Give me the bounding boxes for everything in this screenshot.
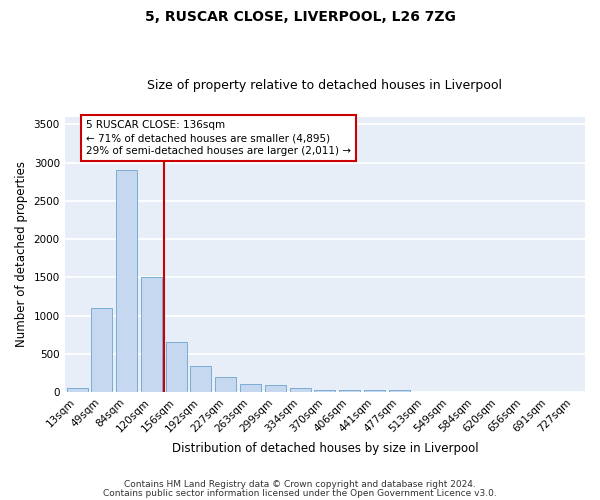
Bar [240, 384, 261, 392]
Text: 5 RUSCAR CLOSE: 136sqm
← 71% of detached houses are smaller (4,895)
29% of semi-: 5 RUSCAR CLOSE: 136sqm ← 71% of detached… [86, 120, 351, 156]
Bar [389, 390, 410, 392]
Bar [190, 366, 211, 392]
Text: Contains public sector information licensed under the Open Government Licence v3: Contains public sector information licen… [103, 490, 497, 498]
Bar [67, 388, 88, 392]
Bar [290, 388, 311, 392]
Bar [166, 342, 187, 392]
Text: 5, RUSCAR CLOSE, LIVERPOOL, L26 7ZG: 5, RUSCAR CLOSE, LIVERPOOL, L26 7ZG [145, 10, 455, 24]
Bar [314, 390, 335, 392]
Text: Contains HM Land Registry data © Crown copyright and database right 2024.: Contains HM Land Registry data © Crown c… [124, 480, 476, 489]
X-axis label: Distribution of detached houses by size in Liverpool: Distribution of detached houses by size … [172, 442, 478, 455]
Bar [215, 378, 236, 392]
Bar [364, 390, 385, 392]
Bar [339, 390, 360, 392]
Bar [116, 170, 137, 392]
Bar [265, 385, 286, 392]
Bar [91, 308, 112, 392]
Bar [141, 278, 162, 392]
Title: Size of property relative to detached houses in Liverpool: Size of property relative to detached ho… [148, 79, 502, 92]
Y-axis label: Number of detached properties: Number of detached properties [15, 162, 28, 348]
